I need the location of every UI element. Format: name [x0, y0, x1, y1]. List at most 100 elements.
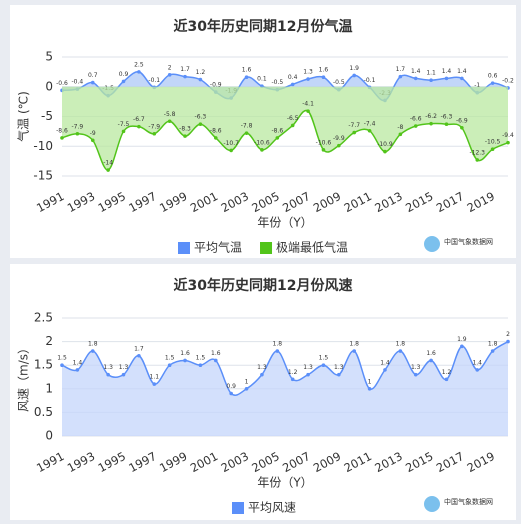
point [90, 349, 95, 353]
data-label: -9 [90, 130, 96, 137]
y-tick-label: 2 [45, 334, 53, 348]
point [167, 119, 172, 124]
data-label: -6.5 [287, 115, 299, 122]
y-tick-label: 0 [45, 79, 53, 93]
x-axis-label: 年份（Y） [257, 476, 312, 490]
point [244, 387, 249, 391]
point [321, 148, 326, 152]
point [460, 126, 464, 130]
data-label: 2.5 [134, 61, 144, 68]
data-label: 1.5 [196, 355, 206, 362]
data-label: 1.3 [334, 364, 344, 371]
point [90, 138, 95, 143]
point [121, 79, 126, 84]
logo-icon [424, 236, 440, 252]
point [383, 149, 387, 154]
point [198, 122, 203, 127]
data-label: 1.3 [411, 364, 421, 371]
point [198, 77, 203, 82]
data-label: -0.2 [502, 77, 514, 84]
point [260, 148, 264, 152]
data-label: -0.1 [148, 77, 160, 84]
point [244, 75, 249, 80]
point [490, 349, 495, 353]
point [444, 76, 449, 81]
data-label: 1.5 [57, 355, 67, 362]
data-label: 1.4 [472, 359, 482, 366]
data-label: 1.9 [457, 336, 467, 343]
area [62, 86, 508, 171]
point [90, 80, 95, 85]
y-tick-label: -10 [33, 139, 53, 153]
point [137, 124, 141, 129]
legend-label: 平均气温 [194, 240, 242, 255]
data-label: 1.4 [457, 68, 467, 75]
point [75, 368, 80, 372]
data-label: 1 [245, 378, 249, 385]
point [337, 372, 341, 377]
legend-label: 极端最低气温 [276, 240, 348, 255]
data-label: -9.9 [333, 135, 345, 142]
point [106, 372, 110, 377]
point [444, 122, 449, 127]
legend-swatch [260, 242, 273, 254]
data-label: -7.4 [364, 120, 376, 127]
point [229, 391, 233, 396]
y-tick-label: -15 [33, 169, 53, 183]
data-label: -6.3 [441, 114, 453, 121]
data-label: 1.8 [396, 341, 406, 348]
point [490, 147, 495, 152]
point [275, 136, 280, 140]
data-label: 0.1 [257, 76, 267, 83]
data-label: 1.4 [73, 359, 83, 366]
point [183, 74, 187, 79]
chart-title: 近30年历史同期12月份气温 [174, 18, 353, 35]
data-label: 1.7 [396, 66, 406, 73]
point [306, 109, 310, 113]
data-label: 1.6 [242, 67, 252, 74]
data-label: -8 [397, 124, 403, 131]
watermark: 中国气象数据网 [444, 237, 493, 246]
point [306, 372, 310, 377]
data-label: 1.7 [134, 345, 144, 352]
data-label: -1 [474, 82, 480, 89]
data-label: -6.3 [195, 114, 207, 121]
data-label: -6.7 [133, 116, 145, 123]
point [460, 76, 464, 81]
data-label: -10.5 [485, 139, 501, 146]
data-label: 1.3 [119, 364, 129, 371]
data-label: 0.9 [119, 71, 129, 78]
point [490, 81, 495, 85]
y-axis-label: 风速（m/s） [17, 342, 31, 412]
data-label: 1.4 [411, 68, 421, 75]
point [413, 124, 418, 128]
point [475, 368, 480, 372]
point [506, 339, 510, 344]
data-label: 1.6 [180, 350, 190, 357]
point [167, 73, 172, 77]
point [152, 382, 157, 386]
data-label: 1.3 [257, 364, 267, 371]
data-label: -7.5 [118, 121, 130, 128]
data-label: -4.1 [302, 101, 314, 108]
data-label: -8.6 [56, 127, 68, 134]
point [367, 128, 372, 133]
point [183, 358, 187, 363]
point [321, 75, 326, 80]
y-tick-label: 5 [45, 50, 53, 64]
point [260, 372, 264, 377]
data-label: 1.8 [273, 341, 283, 348]
point [398, 74, 403, 79]
point [121, 129, 126, 134]
data-label: -7.9 [148, 123, 160, 130]
point [290, 377, 295, 382]
data-label: 2 [506, 331, 510, 338]
point [213, 136, 218, 140]
data-label: 1.5 [319, 355, 329, 362]
area [62, 341, 508, 436]
data-label: -0.5 [271, 79, 283, 86]
point [198, 363, 203, 368]
point [352, 349, 357, 353]
data-label: 1.8 [88, 341, 98, 348]
